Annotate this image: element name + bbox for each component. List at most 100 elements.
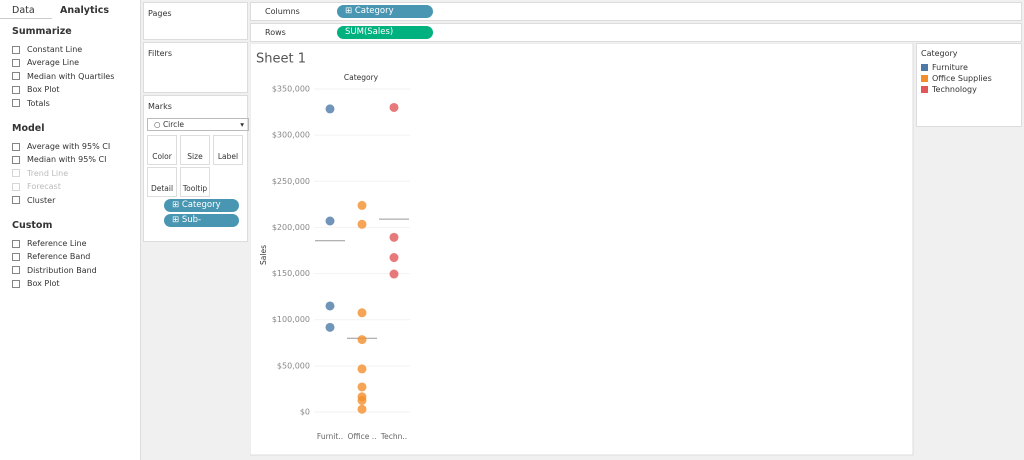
item-icon: [12, 169, 20, 178]
point: [357, 219, 367, 229]
card-title: Pages: [148, 9, 172, 18]
analytics-item[interactable]: Box Plot: [12, 279, 60, 288]
item-label: Distribution Band: [27, 265, 97, 275]
point: [325, 216, 335, 226]
y-tick-label: $300,000: [272, 131, 310, 140]
pill-label: Category: [181, 200, 221, 210]
analytics-item[interactable]: Average with 95% CI: [12, 142, 110, 151]
point: [325, 322, 335, 332]
analytics-item[interactable]: Box Plot: [12, 85, 60, 94]
mark-type-dropdown[interactable]: ○ Circle ▾: [147, 118, 249, 131]
item-label: Reference Line: [27, 239, 87, 248]
pages-card: Pages: [143, 2, 248, 40]
item-label: Totals: [27, 98, 50, 108]
y-tick-label: $200,000: [272, 223, 310, 232]
button-icon: [148, 136, 176, 152]
button-label: Size: [187, 152, 203, 161]
shelf-label: Columns: [265, 7, 300, 16]
analytics-item[interactable]: Distribution Band: [12, 266, 97, 275]
card-title: Marks: [148, 102, 172, 111]
button-label: Detail: [150, 184, 174, 193]
mark-button[interactable]: Tooltip: [180, 167, 210, 197]
analytics-item: Forecast: [12, 182, 61, 191]
y-tick-label: $350,000: [272, 85, 310, 94]
item-icon: [12, 239, 20, 248]
y-axis-title: Sales: [259, 245, 268, 265]
y-tick-label: $100,000: [272, 315, 310, 324]
legend-item[interactable]: Technology: [921, 85, 977, 94]
pill[interactable]: ⊞ Category: [337, 5, 433, 18]
button-icon: [214, 136, 242, 152]
analytics-item[interactable]: Reference Line: [12, 239, 87, 248]
item-label: Box Plot: [27, 85, 60, 95]
analytics-item[interactable]: Average Line: [12, 58, 79, 67]
point: [389, 269, 399, 279]
y-tick-label: $0: [300, 408, 310, 417]
item-label: Average with 95% CI: [27, 142, 111, 151]
x-tick-label: Office ..: [347, 432, 376, 441]
mark-button[interactable]: Label: [213, 135, 243, 165]
point: [357, 395, 367, 405]
legend-label: Technology: [932, 85, 977, 94]
pill[interactable]: ⊞ Sub-Category: [164, 214, 239, 238]
x-tick-label: Techn..: [380, 432, 407, 441]
sheet-title: Sheet 1: [256, 52, 306, 67]
section-title: Custom: [12, 220, 53, 231]
point: [357, 404, 367, 414]
card-title: Filters: [148, 49, 172, 58]
mark-button[interactable]: Size: [180, 135, 210, 165]
tab[interactable]: Analytics: [60, 5, 110, 16]
item-icon: [12, 266, 20, 275]
item-label: Average Line: [27, 58, 80, 68]
point: [389, 102, 399, 112]
analytics-item[interactable]: Median with Quartiles: [12, 72, 114, 81]
columns-shelf: Columns ⊞ Category: [250, 2, 1022, 21]
legend: Category Furniture Office Supplies Technol…: [916, 43, 1022, 127]
button-icon: [148, 168, 176, 184]
pill[interactable]: ⊞ Category: [164, 199, 239, 212]
item-label: Reference Band: [27, 252, 91, 262]
item-icon: [12, 99, 20, 108]
legend-label: Furniture: [932, 63, 968, 72]
analytics-item[interactable]: Constant Line: [12, 45, 82, 54]
mark-button[interactable]: Color: [147, 135, 177, 165]
item-label: Constant Line: [27, 45, 83, 54]
button-label: Label: [217, 152, 239, 161]
point: [389, 232, 399, 242]
analytics-item[interactable]: Reference Band: [12, 252, 90, 261]
item-icon: [12, 72, 20, 81]
item-label: Box Plot: [27, 279, 60, 289]
item-label: Trend Line: [27, 168, 69, 178]
item-label: Forecast: [27, 182, 61, 192]
item-icon: [12, 58, 20, 67]
item-icon: [12, 196, 20, 205]
point: [357, 308, 367, 318]
tab[interactable]: Data: [12, 5, 35, 16]
legend-swatch: [921, 75, 928, 82]
analytics-item[interactable]: Median with 95% CI: [12, 155, 106, 164]
item-icon: [12, 155, 20, 164]
analytics-item[interactable]: Totals: [12, 99, 50, 108]
chart: Sheet 1 Category Sales $0 $50,000 $100,000…: [250, 43, 914, 456]
legend-item[interactable]: Furniture: [921, 63, 968, 72]
section-title: Summarize: [12, 26, 72, 37]
y-tick-label: $250,000: [272, 177, 310, 186]
point: [389, 253, 399, 263]
pill-label: SUM(Sales): [345, 27, 394, 37]
filters-card: Filters: [143, 42, 248, 93]
legend-label: Office Supplies: [932, 74, 992, 83]
legend-swatch: [921, 86, 928, 93]
column-header: Category: [344, 73, 379, 82]
rows-shelf: Rows SUM(Sales): [250, 23, 1022, 42]
point: [357, 364, 367, 374]
mark-button[interactable]: Detail: [147, 167, 177, 197]
pill[interactable]: SUM(Sales): [337, 26, 433, 39]
analytics-pane: Data Analytics Summarize Constant Line Ave…: [0, 0, 141, 460]
legend-title: Category: [921, 49, 958, 58]
legend-item[interactable]: Office Supplies: [921, 74, 992, 83]
item-icon: [12, 279, 20, 288]
section-title: Model: [12, 123, 45, 134]
analytics-item[interactable]: Cluster: [12, 196, 55, 205]
button-label: Tooltip: [182, 184, 208, 193]
